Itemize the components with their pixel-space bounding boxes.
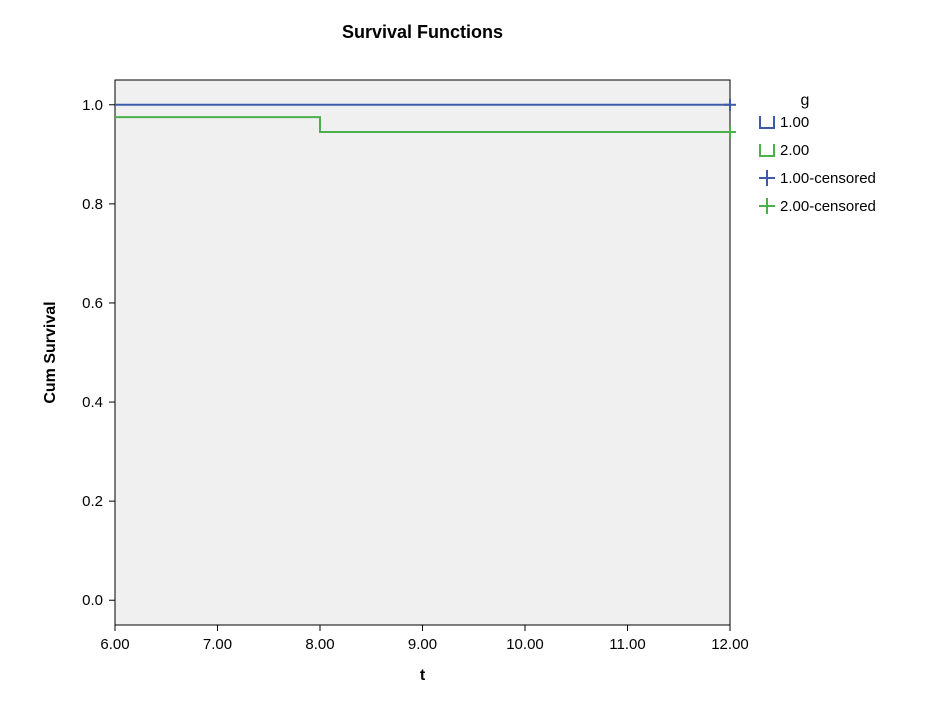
y-tick-label: 0.0	[82, 592, 103, 609]
y-tick-label: 0.4	[82, 394, 103, 411]
chart-title: Survival Functions	[342, 22, 503, 42]
y-axis-label: Cum Survival	[42, 301, 59, 403]
legend-title: g	[801, 92, 810, 109]
y-tick-label: 0.8	[82, 196, 103, 213]
plot-area	[115, 80, 730, 625]
legend-step-icon	[760, 116, 774, 128]
x-tick-label: 10.00	[506, 636, 544, 653]
y-tick-label: 1.0	[82, 97, 103, 114]
y-tick-label: 0.2	[82, 493, 103, 510]
survival-chart: Survival Functions 6.00 7.00 8.00 9.00 10.00 1…	[0, 0, 945, 721]
legend-label: 2.00	[780, 142, 809, 159]
legend-label: 1.00-censored	[780, 170, 876, 187]
x-tick-label: 11.00	[609, 636, 645, 653]
legend-label: 2.00-censored	[780, 198, 876, 215]
legend-label: 1.00	[780, 114, 809, 131]
x-tick-label: 8.00	[305, 636, 334, 653]
y-tick-label: 0.6	[82, 295, 103, 312]
x-tick-label: 7.00	[203, 636, 232, 653]
x-tick-label: 6.00	[100, 636, 129, 653]
chart-svg: Survival Functions 6.00 7.00 8.00 9.00 10.00 1…	[0, 0, 945, 721]
x-tick-label: 12.00	[711, 636, 749, 653]
x-tick-label: 9.00	[408, 636, 437, 653]
x-axis-label: t	[420, 667, 426, 684]
legend-step-icon	[760, 144, 774, 156]
